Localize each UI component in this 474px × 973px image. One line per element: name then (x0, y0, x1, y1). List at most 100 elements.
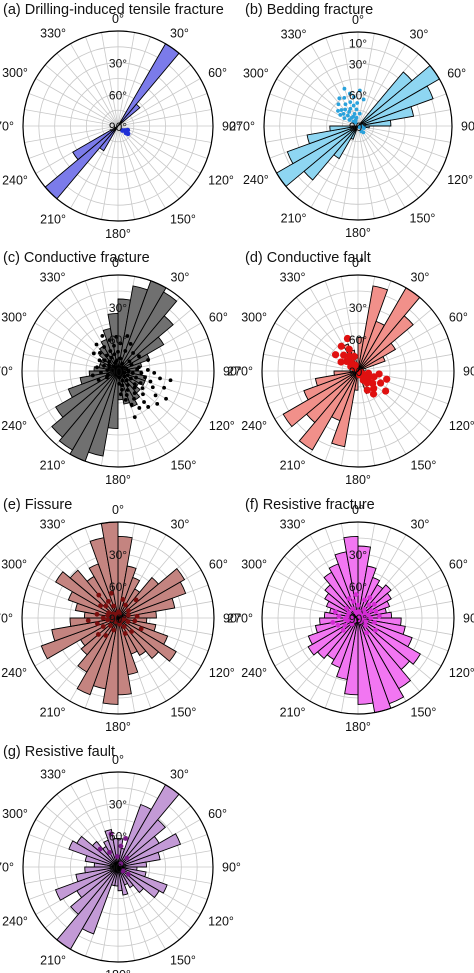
data-point (116, 371, 121, 375)
data-point (112, 343, 116, 348)
rose-petal (282, 370, 359, 428)
data-point (142, 400, 146, 404)
angle-tick-label: 210° (280, 705, 306, 719)
angle-tick-label: 120° (449, 666, 474, 680)
grid-spoke (357, 44, 406, 127)
grid-spoke (117, 125, 151, 216)
data-point (359, 129, 364, 134)
data-point (345, 113, 350, 118)
radial-tick-label: 90° (109, 365, 127, 379)
grid-spoke (357, 353, 453, 372)
rose-petal (76, 617, 119, 696)
data-point (108, 831, 114, 837)
rose-chart-panel: (e) Fissure 30° 60° 90° 0° 30° 60° 90° 120° 150° 1… (0, 497, 242, 734)
grid-spoke (70, 43, 119, 127)
data-point (369, 390, 378, 398)
data-point (133, 597, 139, 603)
radial-tick-label: 30° (109, 548, 127, 562)
angle-tick-label: 30° (171, 518, 190, 532)
data-point (129, 376, 133, 381)
angle-tick-label: 180° (345, 226, 371, 240)
data-point (138, 626, 144, 632)
grid-spoke (117, 125, 135, 220)
angle-tick-label: 0° (112, 256, 124, 270)
angle-tick-label: 30° (170, 26, 189, 40)
data-point (336, 102, 341, 107)
data-point (153, 393, 158, 398)
outer-circle (21, 521, 215, 715)
data-point (123, 836, 129, 841)
data-point (350, 606, 356, 612)
data-point (107, 849, 112, 855)
angle-tick-label: 0° (112, 503, 124, 517)
data-point (106, 598, 111, 604)
data-point (105, 375, 109, 380)
data-point (351, 114, 355, 119)
rose-chart-panel: (c) Conductive fracture 30° 60° 90° 0° 30° 60°… (0, 250, 242, 487)
rose-petal (40, 617, 119, 660)
data-point (349, 615, 354, 621)
data-point (111, 369, 116, 373)
data-point (355, 101, 360, 105)
radial-tick-label: 90° (109, 120, 127, 134)
data-point (363, 623, 368, 628)
chart-title: (a) Drilling-induced tensile fracture (3, 2, 224, 18)
rose-petal (117, 43, 180, 127)
angle-tick-label: 0° (352, 503, 364, 517)
angle-tick-label: 330° (40, 767, 66, 781)
data-point (140, 386, 145, 391)
angle-tick-label: 0° (112, 753, 124, 767)
data-point (102, 358, 107, 363)
data-point (123, 130, 129, 136)
grid-spoke (85, 36, 119, 127)
data-point (150, 385, 155, 390)
data-point (118, 392, 123, 397)
grid-spoke (44, 64, 119, 127)
rose-petal (72, 125, 119, 161)
rose-petal (112, 838, 119, 868)
data-point (363, 619, 369, 625)
data-point (348, 91, 352, 96)
data-point (97, 846, 103, 852)
rose-petal (117, 861, 147, 868)
rose-petal (117, 597, 176, 619)
grid-spoke (357, 125, 419, 199)
angle-tick-label: 60° (449, 310, 468, 324)
rose-petal (117, 866, 145, 894)
data-point (355, 371, 364, 379)
grid-spoke (325, 125, 359, 215)
data-point (119, 618, 124, 623)
data-point (117, 611, 122, 617)
data-point (117, 381, 122, 386)
data-point (112, 352, 117, 357)
data-point (131, 351, 135, 355)
rose-petal (117, 617, 160, 660)
rose-petal (306, 125, 359, 145)
data-point (338, 113, 343, 117)
chart-title: (g) Resistive fault (3, 744, 115, 760)
radial-tick-label: 60° (349, 580, 367, 594)
data-point (108, 349, 113, 353)
data-point (330, 620, 336, 625)
angle-tick-label: 270° (0, 612, 13, 626)
data-point (143, 375, 147, 380)
data-point (168, 378, 173, 383)
data-point (337, 358, 345, 366)
angle-tick-label: 180° (105, 720, 131, 734)
data-point (337, 342, 345, 350)
data-point (99, 370, 103, 375)
angle-tick-label: 330° (40, 518, 66, 532)
rose-petal (117, 866, 129, 896)
data-point (353, 592, 359, 598)
angle-tick-label: 30° (170, 767, 189, 781)
data-point (354, 107, 359, 112)
rose-chart-panel: (g) Resistive fault 30° 60° 90° 0° 30° 60° 90° 1… (0, 744, 241, 973)
data-point (125, 334, 130, 338)
data-point (362, 597, 367, 603)
data-point (125, 619, 131, 625)
data-point (118, 341, 123, 346)
grid-spoke (117, 125, 180, 200)
data-point (125, 373, 130, 378)
data-point (132, 391, 137, 396)
data-point (117, 621, 123, 627)
